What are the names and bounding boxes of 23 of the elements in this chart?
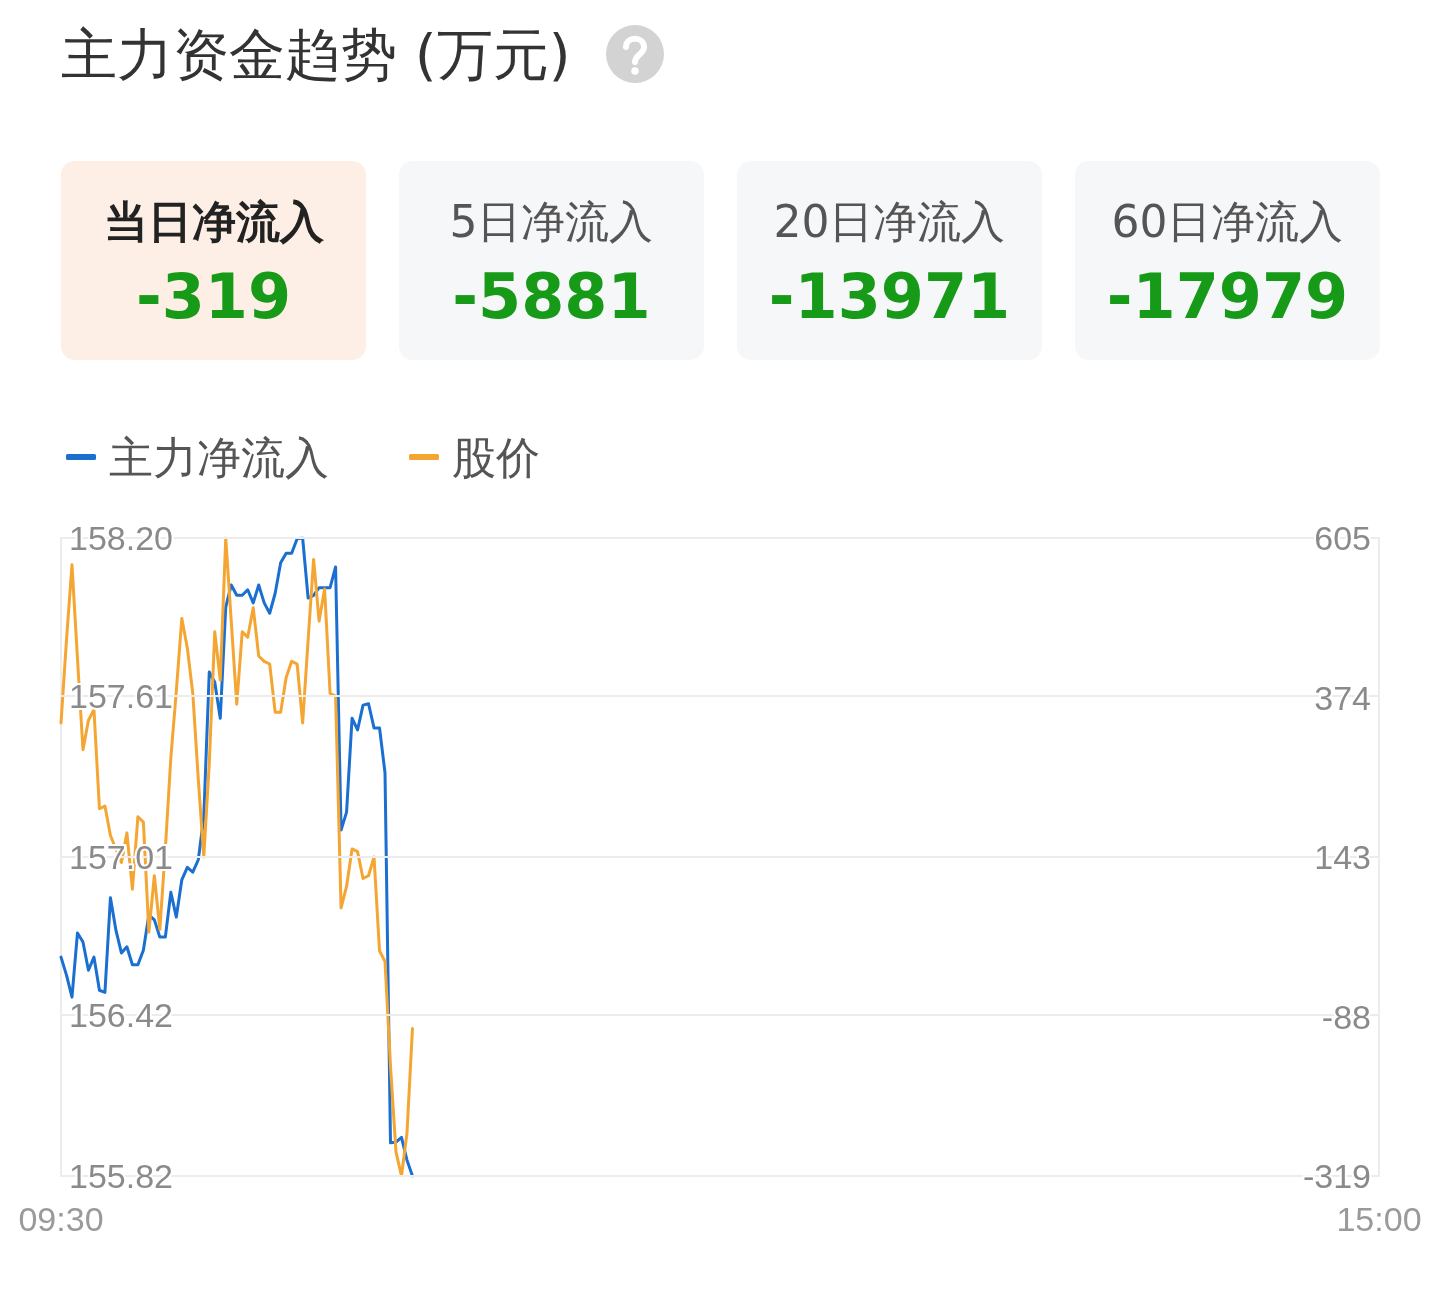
y-tick-label: 155.82 (69, 1157, 173, 1195)
text: -13971 (767, 260, 1012, 333)
legend-label: 股价 (452, 432, 540, 482)
y-tick-label: 156.42 (69, 996, 173, 1035)
text: 当日净流入 (102, 195, 325, 249)
y-tick-label: 157.01 (69, 838, 173, 876)
text: 20日净流入 (772, 195, 1007, 249)
y2-tick-label: 374 (1314, 678, 1371, 717)
text: -319 (134, 260, 293, 333)
text: 5日净流入 (448, 195, 655, 249)
y2-tick-label: 605 (1314, 519, 1371, 557)
y2-tick-label: 143 (1314, 838, 1371, 876)
text: -5881 (451, 260, 652, 333)
y-tick-label: 157.61 (69, 677, 173, 716)
text: 60日净流入 (1110, 195, 1345, 249)
x-tick-label: 09:30 (18, 1200, 104, 1238)
legend-label: 主力净流入 (109, 432, 329, 482)
y-tick-label: 158.20 (69, 519, 173, 557)
x-tick-label: 15:00 (1336, 1200, 1422, 1238)
text: -17979 (1105, 260, 1350, 333)
text: 主力资金趋势 (万元) (61, 21, 571, 89)
y2-tick-label: -319 (1302, 1157, 1371, 1195)
y2-tick-label: -88 (1321, 997, 1371, 1036)
